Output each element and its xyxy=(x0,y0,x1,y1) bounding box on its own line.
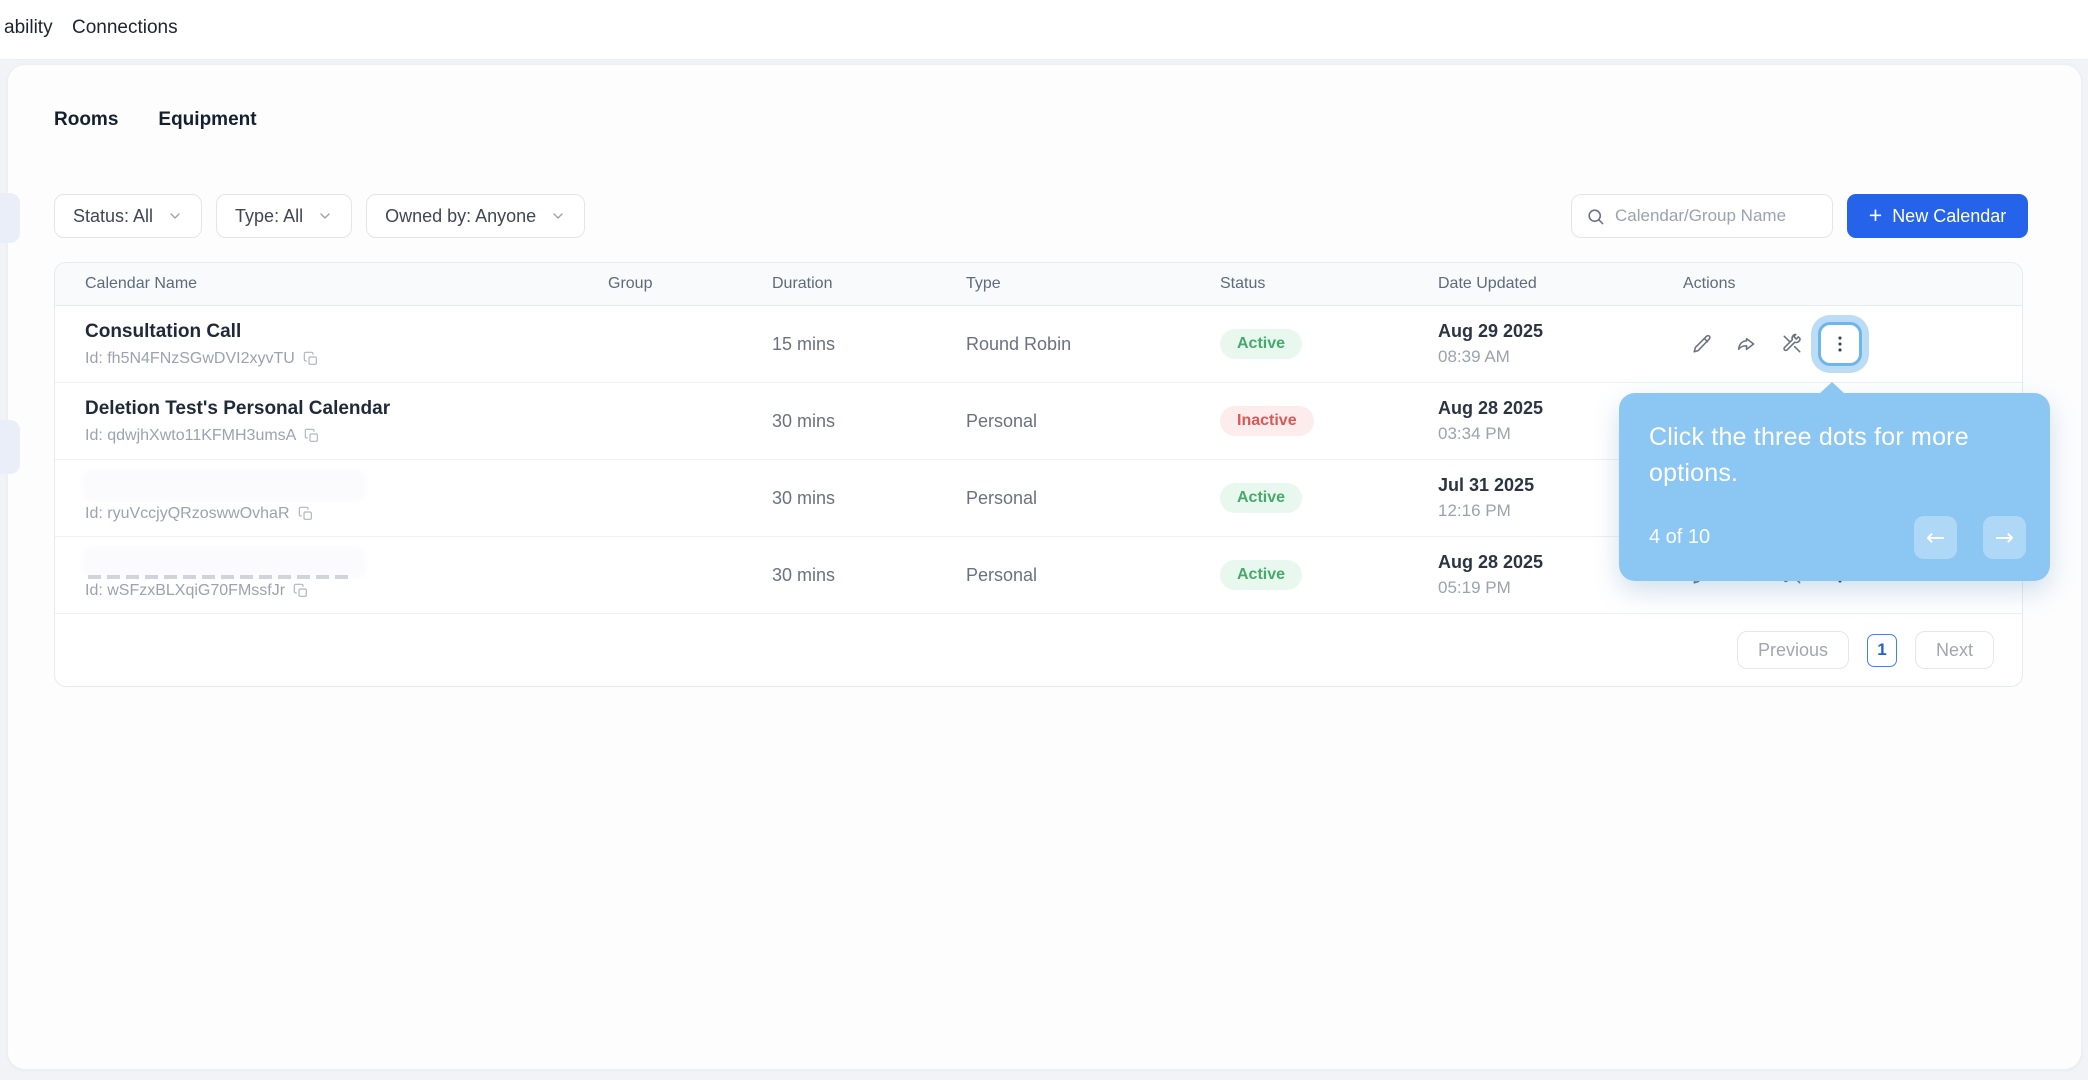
date-updated: Aug 29 2025 xyxy=(1438,321,1544,341)
tour-back-button[interactable]: ← xyxy=(1914,516,1957,559)
type-filter-dropdown[interactable]: Type: All xyxy=(216,194,353,238)
edit-icon[interactable] xyxy=(1691,333,1713,355)
time-updated: 05:19 PM xyxy=(1438,578,1511,597)
page-number-button[interactable]: 1 xyxy=(1866,633,1897,667)
group-cell xyxy=(608,306,772,382)
copy-icon[interactable] xyxy=(298,506,314,522)
chevron-down-icon xyxy=(170,213,180,219)
calendar-name: Consultation Call xyxy=(85,320,242,342)
tab-rooms[interactable]: Rooms xyxy=(54,109,119,130)
type-filter-label: Type: All xyxy=(235,205,304,226)
col-calendar-name: Calendar Name xyxy=(85,275,198,292)
time-updated: 03:34 PM xyxy=(1438,424,1511,443)
type-cell: Personal xyxy=(966,487,1038,508)
duration-cell: 30 mins xyxy=(772,487,836,508)
calendar-id: Id: qdwjhXwto11KFMH3umsA xyxy=(85,426,297,444)
status-filter-dropdown[interactable]: Status: All xyxy=(54,194,203,238)
copy-icon[interactable] xyxy=(304,428,320,444)
calendar-name: Deletion Test's Personal Calendar xyxy=(85,397,391,419)
col-status: Status xyxy=(1220,275,1266,292)
tour-step-counter: 4 of 10 xyxy=(1649,526,1711,548)
arrow-left-icon: ← xyxy=(1925,524,1946,551)
search-icon xyxy=(1588,208,1604,224)
filter-toolbar: Status: All Type: All Owned by: Anyone +… xyxy=(54,194,2028,238)
status-badge: Active xyxy=(1220,560,1303,590)
tools-icon[interactable] xyxy=(1781,333,1803,355)
owner-filter-dropdown[interactable]: Owned by: Anyone xyxy=(366,194,586,238)
arrow-right-icon: → xyxy=(1994,524,2015,551)
copy-icon[interactable] xyxy=(293,583,309,599)
col-group: Group xyxy=(608,275,653,292)
nav-item-availability[interactable]: ability xyxy=(4,17,53,38)
forward-icon[interactable] xyxy=(1736,333,1758,355)
more-options-button[interactable] xyxy=(1818,322,1862,366)
tour-tooltip-footer: 4 of 10 ← → xyxy=(1649,516,2026,559)
top-navigation-bar: ability Connections xyxy=(0,0,2088,60)
date-updated: Jul 31 2025 xyxy=(1438,475,1535,495)
status-filter-label: Status: All xyxy=(73,205,154,226)
time-updated: 12:16 PM xyxy=(1438,501,1511,520)
owner-filter-label: Owned by: Anyone xyxy=(385,205,537,226)
date-updated: Aug 28 2025 xyxy=(1438,398,1544,418)
group-cell xyxy=(608,383,772,459)
left-edge-cutoff-item xyxy=(0,420,20,474)
date-updated: Aug 28 2025 xyxy=(1438,552,1544,572)
col-actions: Actions xyxy=(1683,275,1736,292)
redaction-blur xyxy=(85,550,363,579)
tour-next-button[interactable]: → xyxy=(1983,516,2026,559)
duration-cell: 30 mins xyxy=(772,564,836,585)
status-badge: Active xyxy=(1220,329,1303,359)
copy-icon[interactable] xyxy=(303,351,319,367)
plus-icon: + xyxy=(1868,201,1883,228)
col-duration: Duration xyxy=(772,275,833,292)
kebab-dots-icon xyxy=(1838,336,1842,352)
duration-cell: 15 mins xyxy=(772,333,836,354)
nav-item-connections[interactable]: Connections xyxy=(72,17,178,38)
previous-page-button[interactable]: Previous xyxy=(1736,631,1849,669)
table-row[interactable]: Consultation Call Id: fh5N4FNzSGwDVI2xyv… xyxy=(55,306,2022,383)
status-badge: Inactive xyxy=(1220,406,1314,436)
group-cell xyxy=(608,537,772,613)
tab-bar: Rooms Equipment xyxy=(54,109,257,131)
tour-tooltip: Click the three dots for more options. 4… xyxy=(1619,382,2050,581)
redaction-remnant xyxy=(88,575,350,579)
calendar-id: Id: ryuVccjyQRzoswwOvhaR xyxy=(85,505,290,522)
new-calendar-label: New Calendar xyxy=(1892,205,2007,226)
pagination: Previous 1 Next xyxy=(55,614,2022,686)
calendar-id: Id: fh5N4FNzSGwDVI2xyvTU xyxy=(85,349,295,367)
next-page-button[interactable]: Next xyxy=(1914,631,1994,669)
type-cell: Personal xyxy=(966,564,1038,585)
new-calendar-button[interactable]: + New Calendar xyxy=(1847,194,2028,238)
time-updated: 08:39 AM xyxy=(1438,347,1510,366)
tab-equipment[interactable]: Equipment xyxy=(158,109,257,130)
search-field-wrap xyxy=(1571,194,1833,238)
tour-tooltip-text: Click the three dots for more options. xyxy=(1649,423,1969,488)
redaction-blur xyxy=(85,473,363,498)
chevron-down-icon xyxy=(320,213,330,219)
calendar-id: Id: wSFzxBLXqiG70FMssfJr xyxy=(85,582,286,599)
type-cell: Round Robin xyxy=(966,333,1072,354)
duration-cell: 30 mins xyxy=(772,410,836,431)
col-type: Type xyxy=(966,275,1001,292)
left-edge-cutoff-item xyxy=(0,193,20,243)
type-cell: Personal xyxy=(966,410,1038,431)
chevron-down-icon xyxy=(553,213,563,219)
search-input[interactable] xyxy=(1615,206,1818,226)
group-cell xyxy=(608,460,772,536)
col-date-updated: Date Updated xyxy=(1438,275,1537,292)
status-badge: Active xyxy=(1220,483,1303,513)
table-header-row: Calendar Name Group Duration Type Status… xyxy=(55,263,2022,306)
